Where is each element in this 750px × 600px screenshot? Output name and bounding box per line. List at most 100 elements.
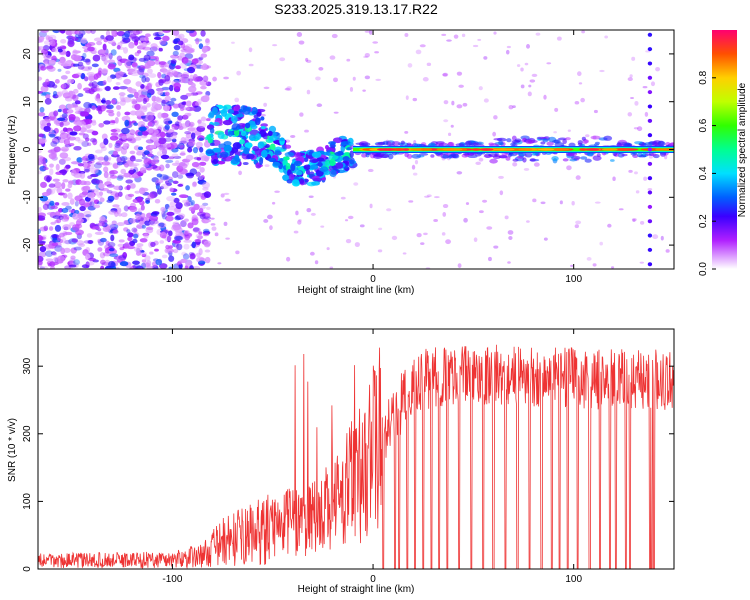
spectrogram-noise-cell <box>73 246 82 251</box>
spectrogram-noise-cell <box>145 139 154 144</box>
spectrogram-noise-cell <box>333 111 339 114</box>
spectrogram-noise-cell <box>101 68 109 74</box>
spectrogram-noise-cell <box>172 248 179 254</box>
spectrogram-noise-cell <box>115 70 124 78</box>
spectrogram-noise-cell <box>89 137 97 143</box>
spectrogram-noise-cell <box>192 73 198 81</box>
spectrogram-signal-cell <box>250 106 258 115</box>
spectrogram-noise-cell <box>627 112 633 117</box>
spectrogram-noise-cell <box>147 121 153 127</box>
spectrogram-noise-cell <box>117 174 125 180</box>
spectrogram-noise-cell <box>486 226 493 230</box>
spectrogram-noise-cell <box>54 224 62 232</box>
spectrogram-noise-cell <box>304 129 309 133</box>
spectrogram-noise-cell <box>43 167 49 171</box>
spectrogram-noise-cell <box>426 62 432 67</box>
spectrogram-noise-cell <box>533 162 540 167</box>
spectrogram-signal-cell <box>529 158 536 162</box>
spectrogram-noise-cell <box>524 62 529 66</box>
spectrogram-noise-cell <box>347 215 354 220</box>
spectrogram-noise-cell <box>141 131 149 136</box>
spectrogram-noise-cell <box>48 59 56 64</box>
spectrogram-noise-cell <box>68 209 75 213</box>
spectrogram-noise-cell <box>160 40 168 47</box>
spectrogram-noise-cell <box>465 202 470 205</box>
spectrogram-noise-cell <box>634 171 638 175</box>
spectrogram-noise-cell <box>74 209 80 215</box>
spectrogram-noise-cell <box>73 55 83 61</box>
spectrogram-signal-cell <box>260 116 265 121</box>
spectrogram-noise-cell <box>91 178 98 184</box>
spectrogram-noise-cell <box>76 121 82 126</box>
spectrogram-signal-cell <box>522 157 527 163</box>
spectrogram-noise-cell <box>62 179 69 183</box>
colorbar-axes: 0.0 0.2 0.4 0.6 0.8 <box>698 70 716 276</box>
spectrogram-noise-cell <box>145 85 150 90</box>
spectrogram-noise-cell <box>174 121 180 127</box>
spectrogram-plot-area <box>38 30 674 269</box>
spectrogram-noise-cell <box>147 153 154 158</box>
spectrogram-signal-cell <box>452 153 460 159</box>
spectrogram-noise-cell <box>170 59 177 64</box>
spectrogram-noise-cell <box>61 182 66 190</box>
spectrogram-noise-cell <box>67 40 75 47</box>
spectrogram-noise-cell <box>94 191 101 196</box>
spectrogram-noise-cell <box>187 66 196 74</box>
spectrogram-noise-cell <box>142 72 149 77</box>
spectrogram-noise-cell <box>386 208 392 212</box>
spectrogram-noise-cell <box>98 183 105 189</box>
spectrogram-noise-cell <box>174 38 181 43</box>
spectrogram-noise-cell <box>41 191 51 197</box>
spectrogram-noise-cell <box>71 224 80 231</box>
spectrogram-noise-cell <box>64 96 73 102</box>
spectrogram-noise-cell <box>134 110 144 117</box>
artefact-cell <box>647 133 653 138</box>
spectrogram-signal-cell <box>317 162 323 167</box>
signal-peak-cell <box>579 148 587 151</box>
spectrogram-noise-cell <box>151 177 159 183</box>
spectrogram-noise-cell <box>117 191 123 197</box>
artefact-cell <box>647 247 653 252</box>
spectrogram-noise-cell <box>644 111 649 117</box>
spectrogram-noise-cell <box>345 239 352 244</box>
spectrogram-noise-cell <box>155 259 163 266</box>
spectrogram-noise-cell <box>57 255 65 262</box>
spectrogram-noise-cell <box>97 70 102 76</box>
spectrogram-noise-cell <box>118 239 125 243</box>
spectrogram-noise-cell <box>172 50 179 57</box>
spectrogram-noise-cell <box>192 227 200 232</box>
spectrogram-noise-cell <box>129 155 136 162</box>
spectrogram-noise-cell <box>236 70 241 76</box>
spectrogram-noise-cell <box>248 63 254 67</box>
spectrogram-noise-cell <box>202 202 209 206</box>
spectrogram-noise-cell <box>48 34 57 41</box>
spectrogram-noise-cell <box>121 135 127 140</box>
spectrogram-noise-cell <box>199 146 204 153</box>
spectrogram-noise-cell <box>372 41 379 44</box>
spectrogram-noise-cell <box>203 191 212 198</box>
spectrogram-noise-cell <box>82 58 91 63</box>
spectrogram-signal-cell <box>609 159 615 162</box>
spectrogram-signal-cell <box>223 144 233 153</box>
spectrogram-noise-cell <box>643 176 648 181</box>
spectrogram-noise-cell <box>185 185 190 191</box>
spectrogram-noise-cell <box>58 169 67 174</box>
colorbar-tick-label: 0.8 <box>698 70 709 84</box>
spectrogram-signal-cell <box>531 152 539 156</box>
spectrogram-noise-cell <box>129 150 136 155</box>
spectrogram-noise-cell <box>165 163 170 169</box>
spectrogram-noise-cell <box>214 232 219 237</box>
spectrogram-noise-cell <box>508 235 513 241</box>
spectrogram-noise-cell <box>38 112 46 117</box>
spectrogram-noise-cell <box>210 217 215 220</box>
spectrogram-noise-cell <box>78 243 86 248</box>
spectrogram-noise-cell <box>70 247 77 254</box>
spectrogram-noise-cell <box>162 117 171 121</box>
spectrogram-signal-cell <box>496 137 507 142</box>
spectrogram-noise-cell <box>85 30 93 34</box>
spectrogram-signal-cell <box>272 161 281 167</box>
spectrogram-noise-cell <box>142 97 147 105</box>
spectrogram-noise-cell <box>158 79 166 84</box>
spectrogram-noise-cell <box>50 266 55 269</box>
spectrogram-signal-cell <box>406 153 413 159</box>
